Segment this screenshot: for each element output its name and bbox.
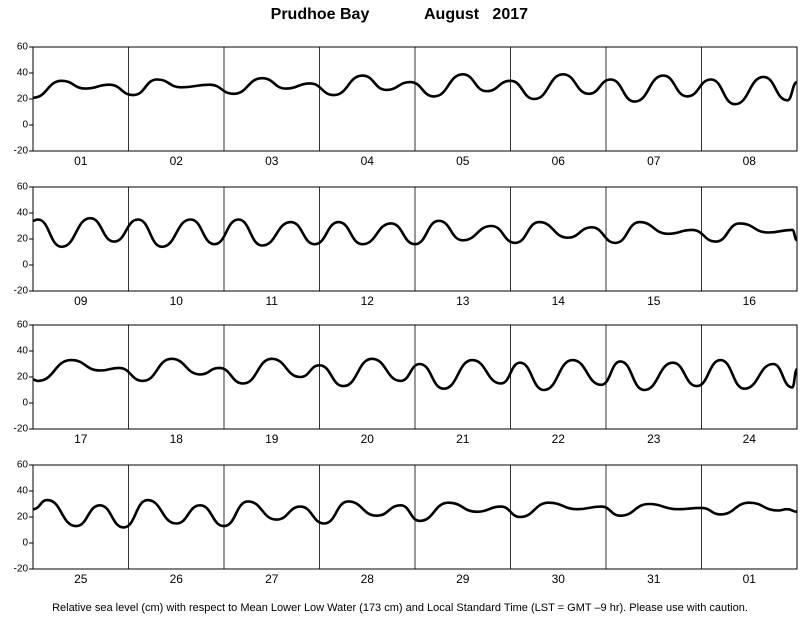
day-label: 07 — [647, 154, 661, 168]
day-label: 31 — [647, 572, 661, 586]
y-tick-label: 20 — [17, 512, 29, 523]
chart-title: Prudhoe Bay — [271, 6, 370, 23]
tide-line — [32, 357, 799, 392]
chart-date: August 2017 — [424, 6, 528, 23]
day-label: 20 — [361, 432, 375, 446]
day-label: 02 — [170, 154, 184, 168]
y-tick-label: 0 — [22, 260, 28, 271]
day-label: 29 — [456, 572, 470, 586]
day-label: 04 — [361, 154, 375, 168]
day-label: 18 — [170, 432, 184, 446]
y-tick-label: 20 — [17, 372, 29, 383]
y-tick-label: 60 — [17, 320, 29, 331]
day-label: 01 — [743, 572, 757, 586]
day-label: 10 — [170, 294, 184, 308]
day-label: 08 — [743, 154, 757, 168]
tide-line — [32, 216, 798, 249]
day-label: 06 — [552, 154, 566, 168]
day-label: 30 — [552, 572, 566, 586]
y-tick-label: -20 — [14, 424, 29, 435]
y-tick-label: 40 — [17, 208, 29, 219]
day-label: 23 — [647, 432, 661, 446]
day-label: 14 — [552, 294, 566, 308]
y-tick-label: 20 — [17, 234, 29, 245]
y-tick-label: -20 — [14, 146, 29, 157]
y-tick-label: 0 — [22, 398, 28, 409]
y-tick-label: 0 — [22, 120, 28, 131]
y-tick-label: 60 — [17, 182, 29, 193]
y-tick-label: 0 — [22, 538, 28, 549]
day-label: 11 — [266, 294, 279, 308]
y-tick-label: 40 — [17, 68, 29, 79]
tide-line — [32, 498, 798, 529]
day-label: 15 — [647, 294, 661, 308]
day-label: 01 — [74, 154, 88, 168]
y-tick-label: 40 — [17, 346, 29, 357]
day-label: 03 — [265, 154, 279, 168]
y-tick-label: 60 — [17, 42, 29, 53]
day-label: 21 — [456, 432, 470, 446]
footnote: Relative sea level (cm) with respect to … — [52, 602, 748, 614]
day-label: 12 — [361, 294, 375, 308]
day-label: 22 — [552, 432, 566, 446]
day-label: 27 — [265, 572, 279, 586]
day-label: 09 — [74, 294, 88, 308]
day-label: 17 — [74, 432, 88, 446]
y-tick-label: 60 — [17, 460, 29, 471]
day-label: 26 — [170, 572, 184, 586]
day-label: 25 — [74, 572, 88, 586]
y-tick-label: 40 — [17, 486, 29, 497]
day-label: 13 — [456, 294, 470, 308]
y-tick-label: -20 — [14, 286, 29, 297]
y-tick-label: -20 — [14, 564, 29, 575]
y-tick-label: 20 — [17, 94, 29, 105]
day-label: 28 — [361, 572, 375, 586]
day-label: 24 — [743, 432, 757, 446]
day-label: 05 — [456, 154, 470, 168]
day-label: 16 — [743, 294, 757, 308]
tide-line — [32, 72, 798, 106]
day-label: 19 — [265, 432, 279, 446]
